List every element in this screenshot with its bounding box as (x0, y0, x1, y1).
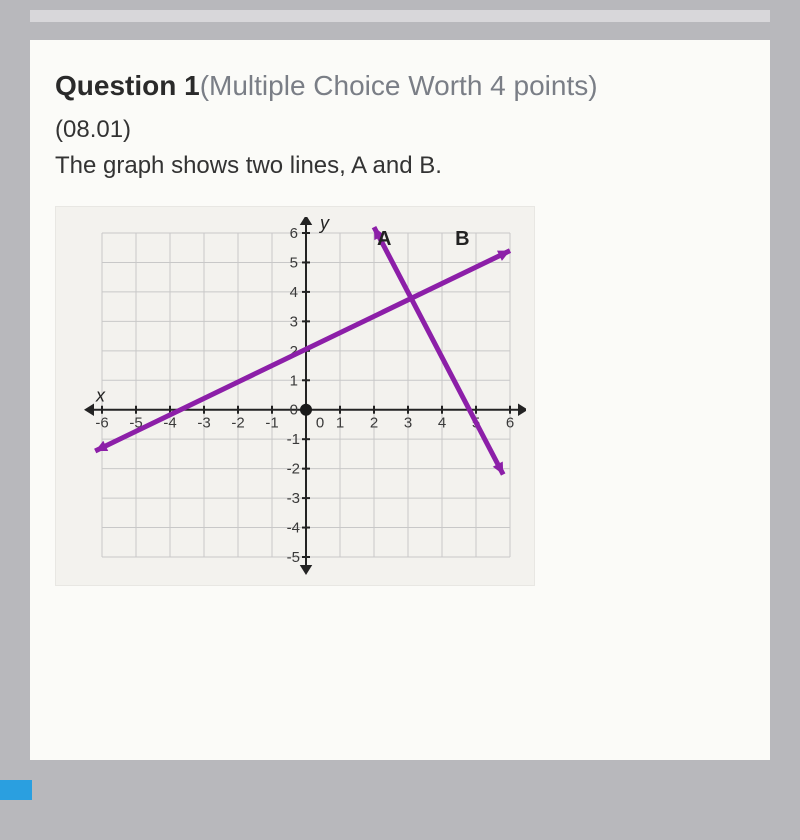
svg-text:y: y (318, 217, 330, 233)
svg-text:x: x (95, 386, 106, 406)
svg-text:-1: -1 (287, 431, 300, 448)
svg-text:-5: -5 (287, 549, 300, 566)
svg-text:0: 0 (290, 402, 298, 419)
svg-text:5: 5 (290, 254, 298, 271)
svg-text:-4: -4 (287, 520, 300, 537)
svg-text:-3: -3 (287, 490, 300, 507)
question-title: Question 1(Multiple Choice Worth 4 point… (55, 70, 745, 102)
question-worth: (Multiple Choice Worth 4 points) (200, 70, 598, 101)
svg-text:6: 6 (506, 415, 514, 432)
graph-svg: -6-5-4-3-2-101234561234560-1-2-3-4-5yxAB (66, 217, 526, 577)
svg-text:6: 6 (290, 225, 298, 242)
svg-text:1: 1 (336, 415, 344, 432)
svg-text:3: 3 (404, 415, 412, 432)
svg-text:-6: -6 (95, 415, 108, 432)
svg-text:1: 1 (290, 372, 298, 389)
blue-strip-decoration (0, 780, 32, 800)
section-code: (08.01) (55, 116, 745, 144)
svg-text:-3: -3 (197, 415, 210, 432)
svg-text:3: 3 (290, 313, 298, 330)
svg-text:-2: -2 (287, 461, 300, 478)
svg-text:A: A (377, 228, 391, 250)
svg-text:B: B (455, 228, 469, 250)
question-number: Question 1 (55, 70, 200, 101)
question-page: Question 1(Multiple Choice Worth 4 point… (30, 40, 770, 760)
svg-text:2: 2 (370, 415, 378, 432)
coordinate-graph: -6-5-4-3-2-101234561234560-1-2-3-4-5yxAB (55, 206, 535, 586)
svg-text:-1: -1 (265, 415, 278, 432)
svg-text:4: 4 (438, 415, 446, 432)
svg-text:-2: -2 (231, 415, 244, 432)
svg-text:4: 4 (290, 284, 298, 301)
question-prompt: The graph shows two lines, A and B. (55, 152, 745, 180)
svg-text:0: 0 (316, 415, 324, 432)
